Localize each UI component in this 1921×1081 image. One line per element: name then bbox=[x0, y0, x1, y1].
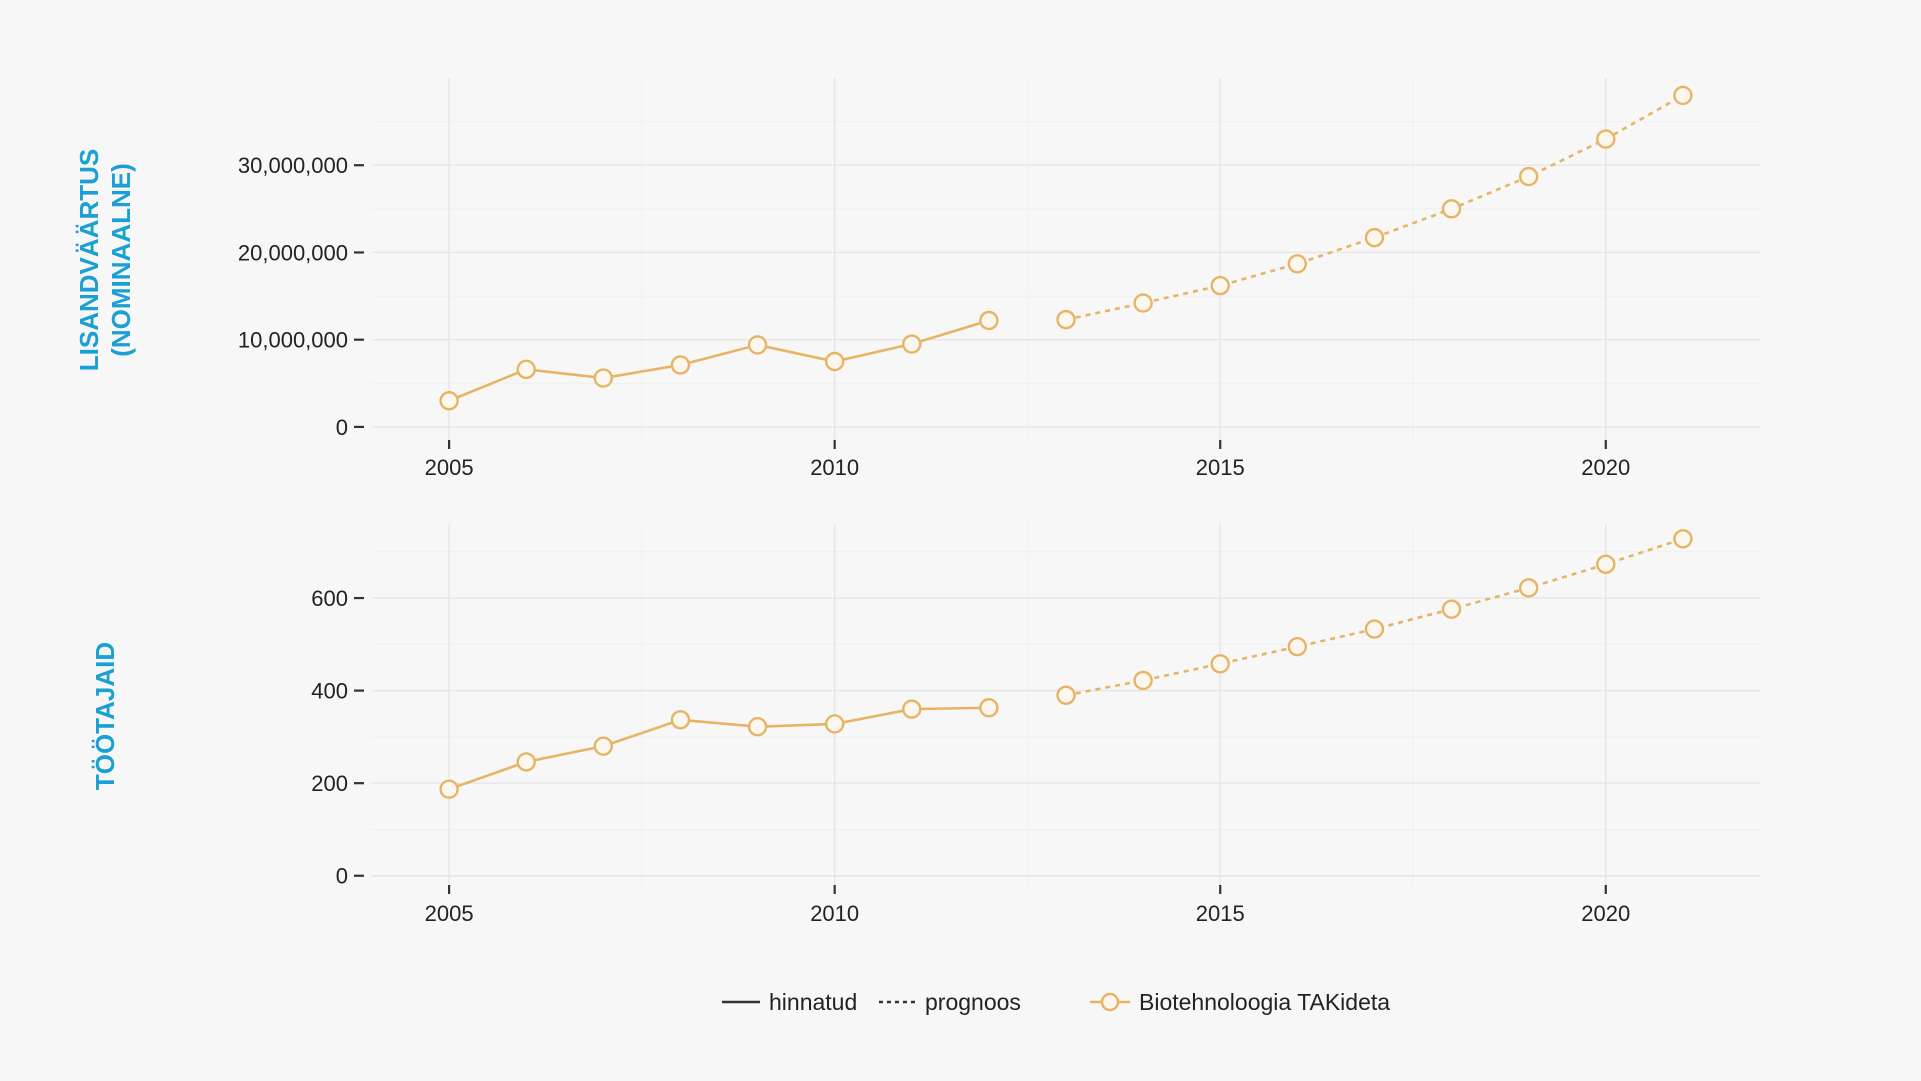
data-point-marker bbox=[593, 736, 614, 756]
data-point-marker bbox=[902, 334, 922, 354]
estimated-series-line bbox=[448, 706, 989, 791]
employees-panel: 2005 2010 2015 2020 0 200 400 600 TÖÖTAJAID bbox=[90, 524, 1760, 926]
x-tick-label: 2010 bbox=[810, 901, 859, 926]
data-point-marker bbox=[1596, 129, 1616, 149]
data-point-marker bbox=[593, 368, 614, 388]
data-point-marker bbox=[439, 779, 459, 799]
data-point-marker bbox=[1056, 309, 1076, 330]
data-point-marker bbox=[1133, 293, 1153, 313]
legend: hinnatud prognoos Biotehnoloogia TAKidet… bbox=[722, 989, 1390, 1015]
data-point-marker bbox=[1518, 578, 1539, 598]
data-point-marker bbox=[824, 351, 845, 372]
data-point-marker bbox=[516, 359, 536, 380]
x-tick-label: 2020 bbox=[1581, 901, 1630, 926]
data-point-marker bbox=[1210, 654, 1230, 674]
x-tick-label: 2005 bbox=[425, 901, 474, 926]
data-point-marker bbox=[1210, 275, 1230, 296]
y-axis-label: LISANDVÄÄRTUS bbox=[74, 149, 104, 371]
value-added-panel: 2005 2010 2015 2020 0 10,000,000 20,000,000 30,… bbox=[74, 78, 1760, 480]
forecast-series-line bbox=[1065, 94, 1684, 321]
y-axis-label: TÖÖTAJAID bbox=[90, 642, 120, 790]
y-tick-label: 10,000,000 bbox=[238, 328, 348, 353]
legend-estimated-label: hinnatud bbox=[769, 989, 857, 1015]
data-point-marker bbox=[1287, 636, 1308, 657]
data-point-marker bbox=[1596, 554, 1616, 574]
x-tick-label: 2015 bbox=[1196, 455, 1245, 480]
data-point-marker bbox=[902, 699, 922, 719]
y-tick-label: 0 bbox=[336, 864, 348, 889]
legend-series-label: Biotehnoloogia TAKideta bbox=[1139, 989, 1390, 1015]
data-point-marker bbox=[1133, 670, 1153, 691]
data-point-marker bbox=[979, 698, 999, 718]
data-point-marker bbox=[979, 310, 999, 331]
data-point-marker bbox=[1364, 227, 1385, 248]
y-tick-label: 0 bbox=[336, 415, 348, 440]
y-tick-label: 20,000,000 bbox=[238, 240, 348, 265]
forecast-series-line bbox=[1065, 537, 1684, 697]
estimated-series-line bbox=[448, 319, 990, 402]
data-point-marker bbox=[670, 710, 691, 730]
y-tick-label: 400 bbox=[311, 679, 348, 704]
y-axis-label: (NOMINAALNE) bbox=[106, 163, 136, 357]
data-point-marker bbox=[516, 752, 536, 772]
data-point-marker bbox=[1441, 599, 1462, 619]
data-point-marker bbox=[670, 355, 691, 375]
data-point-marker bbox=[747, 717, 768, 737]
x-tick-label: 2010 bbox=[810, 455, 859, 480]
y-tick-label: 200 bbox=[311, 771, 348, 796]
data-point-marker bbox=[1287, 254, 1308, 274]
x-tick-label: 2020 bbox=[1581, 455, 1630, 480]
x-tick-label: 2005 bbox=[425, 455, 474, 480]
data-point-marker bbox=[747, 335, 768, 355]
y-tick-label: 30,000,000 bbox=[238, 153, 348, 178]
x-tick-label: 2015 bbox=[1196, 901, 1245, 926]
data-point-marker bbox=[1518, 166, 1539, 187]
data-point-marker bbox=[1673, 529, 1693, 549]
data-point-marker bbox=[1364, 619, 1385, 639]
legend-series-marker bbox=[1100, 992, 1120, 1012]
data-point-marker bbox=[1673, 85, 1693, 106]
data-point-marker bbox=[1441, 199, 1462, 219]
data-point-marker bbox=[1056, 685, 1076, 705]
legend-forecast-label: prognoos bbox=[925, 989, 1021, 1015]
data-point-marker bbox=[824, 714, 845, 734]
data-point-marker bbox=[439, 391, 459, 411]
y-tick-label: 600 bbox=[311, 586, 348, 611]
